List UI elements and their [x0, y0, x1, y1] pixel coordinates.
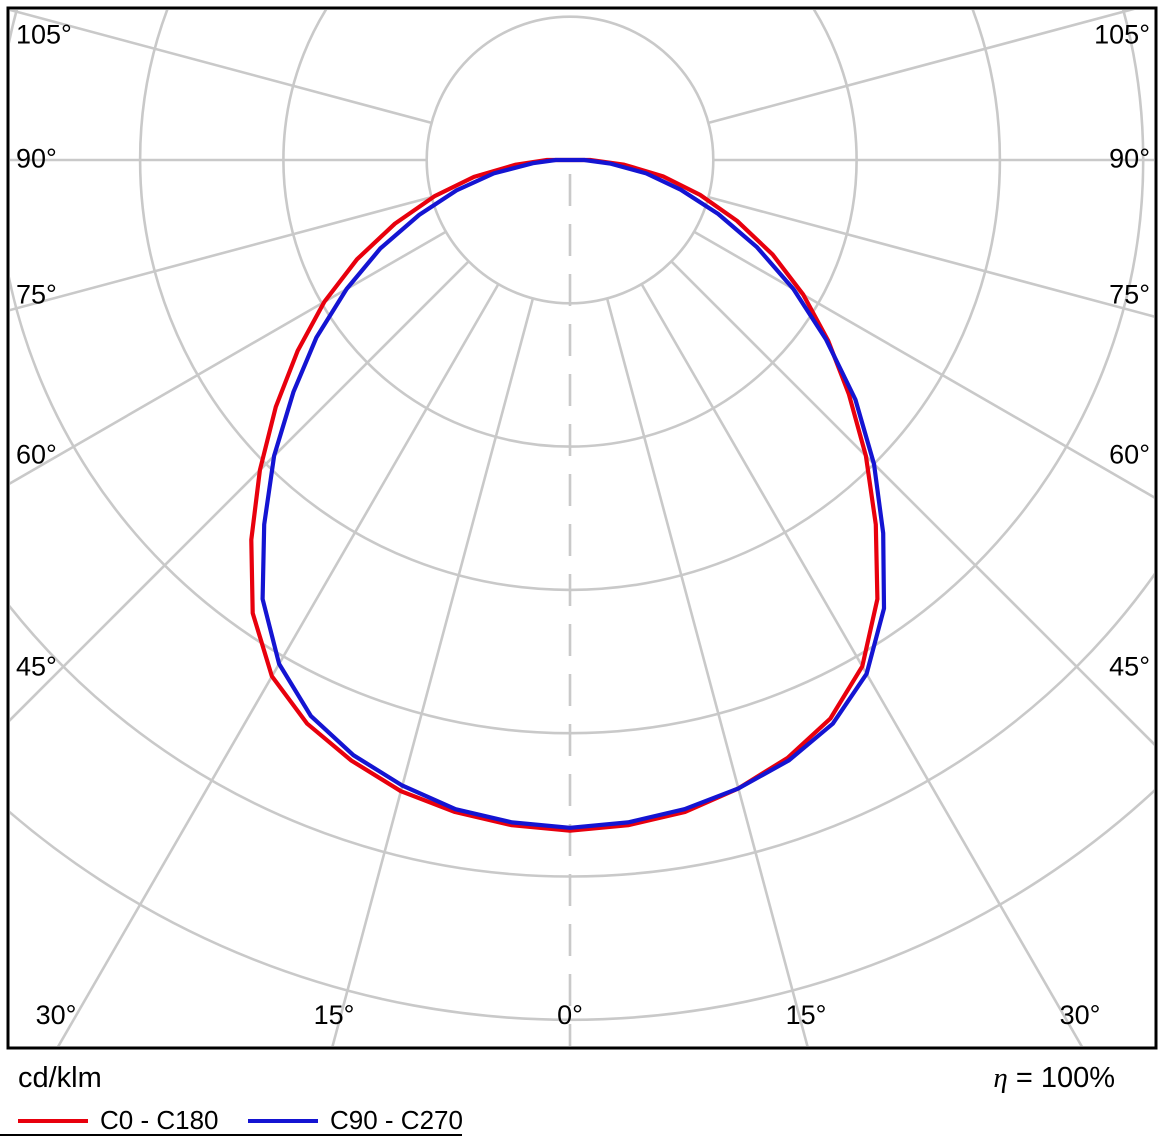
- grid-spoke: [640, 283, 1084, 1046]
- gamma-label-bottom-15r: 15°: [785, 1000, 827, 1030]
- plot-border: [6, 6, 1158, 1050]
- gamma-label-left-105: 105°: [16, 19, 72, 50]
- grid-spoke: [605, 298, 809, 1046]
- gamma-label-left-60: 60°: [16, 439, 57, 470]
- gamma-label-bottom-30r: 30°: [1059, 1000, 1101, 1030]
- efficiency-label: η = 100%: [993, 1062, 1115, 1095]
- grid-ring: [10, 788, 1154, 1021]
- grid-spoke: [670, 260, 1154, 746]
- gamma-label-right-75: 75°: [1109, 279, 1150, 310]
- gamma-label-left-75: 75°: [16, 279, 57, 310]
- legend-underline: [0, 1134, 462, 1136]
- gamma-label-right-45: 45°: [1109, 651, 1150, 682]
- gamma-label-bottom-15l: 15°: [313, 1000, 355, 1030]
- eta-value: = 100%: [1015, 1062, 1115, 1094]
- gamma-label-right-90: 90°: [1109, 143, 1150, 174]
- grid-ring: [10, 10, 1145, 735]
- unit-label: cd/klm: [18, 1062, 102, 1094]
- curve-c90-c270: [260, 157, 887, 830]
- legend-label-c0-c180: C0 - C180: [100, 1105, 219, 1135]
- gamma-label-left-90: 90°: [16, 143, 57, 174]
- curve-c0-c180: [249, 157, 880, 833]
- grid-spoke: [10, 195, 432, 312]
- grid-spoke: [693, 230, 1154, 499]
- grid-spoke: [708, 195, 1154, 318]
- legend-label-c90-c270: C90 - C270: [330, 1105, 463, 1135]
- eta-symbol: η: [993, 1062, 1008, 1094]
- legend-swatch-c90-c270: [248, 1119, 318, 1123]
- gamma-label-left-45: 45°: [16, 651, 57, 682]
- grid-spoke: [708, 10, 1135, 125]
- grid-spoke: [10, 230, 447, 485]
- gamma-label-bottom-30l: 30°: [35, 1000, 77, 1030]
- legend-swatch-c0-c180: [18, 1119, 88, 1123]
- intensity-curves: [249, 157, 887, 833]
- gamma-label-bottom-0: 0°: [557, 1000, 583, 1030]
- grid-spoke: [56, 283, 500, 1046]
- grid-spoke: [10, 10, 432, 125]
- grid-spoke: [331, 298, 535, 1046]
- gamma-label-right-60: 60°: [1109, 439, 1150, 470]
- grid-ring: [10, 572, 1154, 878]
- grid-spoke: [10, 260, 470, 722]
- gamma-label-right-105: 105°: [1094, 19, 1150, 50]
